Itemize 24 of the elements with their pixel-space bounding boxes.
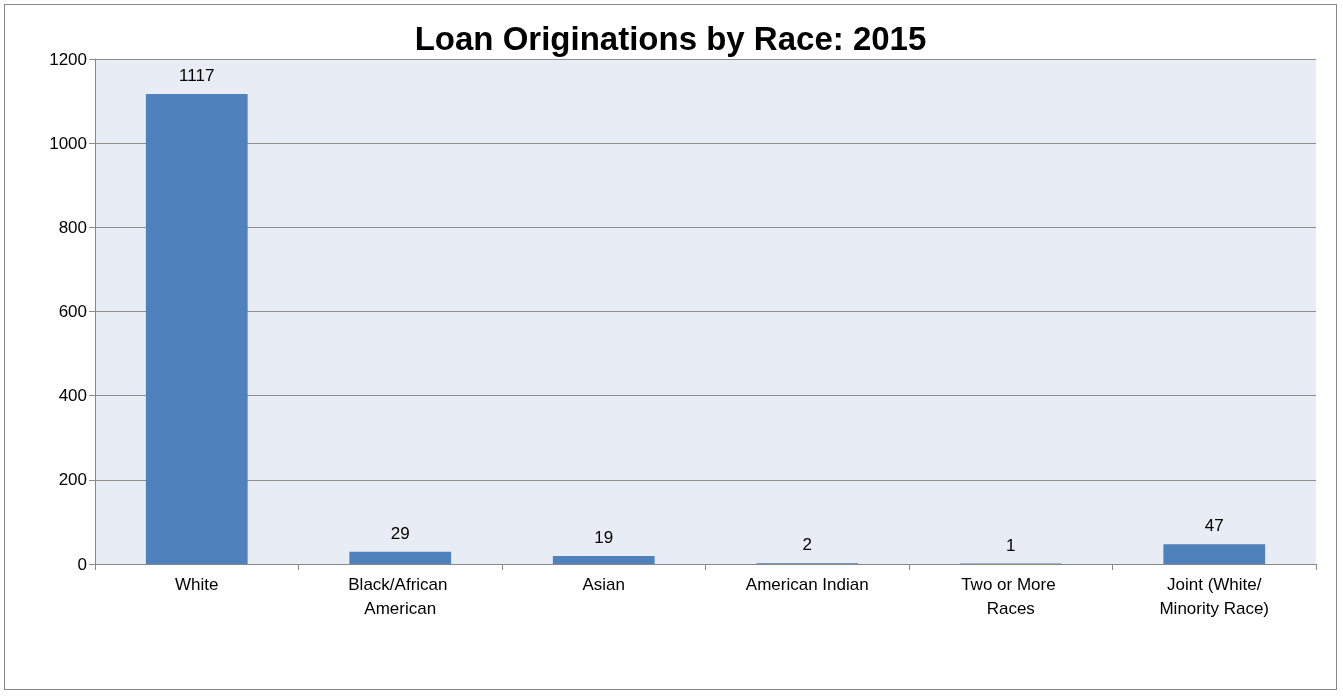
y-tick-label: 1000 <box>49 133 87 153</box>
x-tick-label: American Indian <box>745 574 869 594</box>
x-tick-label: Black/African American <box>348 574 453 618</box>
data-label: 29 <box>390 523 410 543</box>
data-label: 1117 <box>179 65 215 85</box>
y-tick-label: 200 <box>58 470 87 490</box>
bar <box>1163 544 1266 564</box>
y-tick-label: 800 <box>58 217 87 237</box>
bar <box>349 551 452 564</box>
bar <box>145 93 248 564</box>
y-tick-label: 400 <box>58 386 87 406</box>
data-label: 19 <box>594 528 614 547</box>
y-tick-label: 600 <box>58 302 87 321</box>
x-tick-label: Asian <box>582 574 626 594</box>
x-tick-label: Two or More Races <box>961 574 1061 618</box>
x-tick-label: Joint (White/Minority Race) <box>1159 574 1270 618</box>
x-tick-label: White <box>175 574 219 594</box>
y-tick-label: 0 <box>77 554 87 574</box>
y-tick-label: 1200 <box>49 49 87 69</box>
data-label: 2 <box>802 535 812 555</box>
data-label: 1 <box>1006 535 1016 555</box>
bar <box>552 556 655 564</box>
data-label: 47 <box>1204 516 1224 536</box>
chart-title: Loan Originations by Race: 2015 <box>414 20 927 57</box>
